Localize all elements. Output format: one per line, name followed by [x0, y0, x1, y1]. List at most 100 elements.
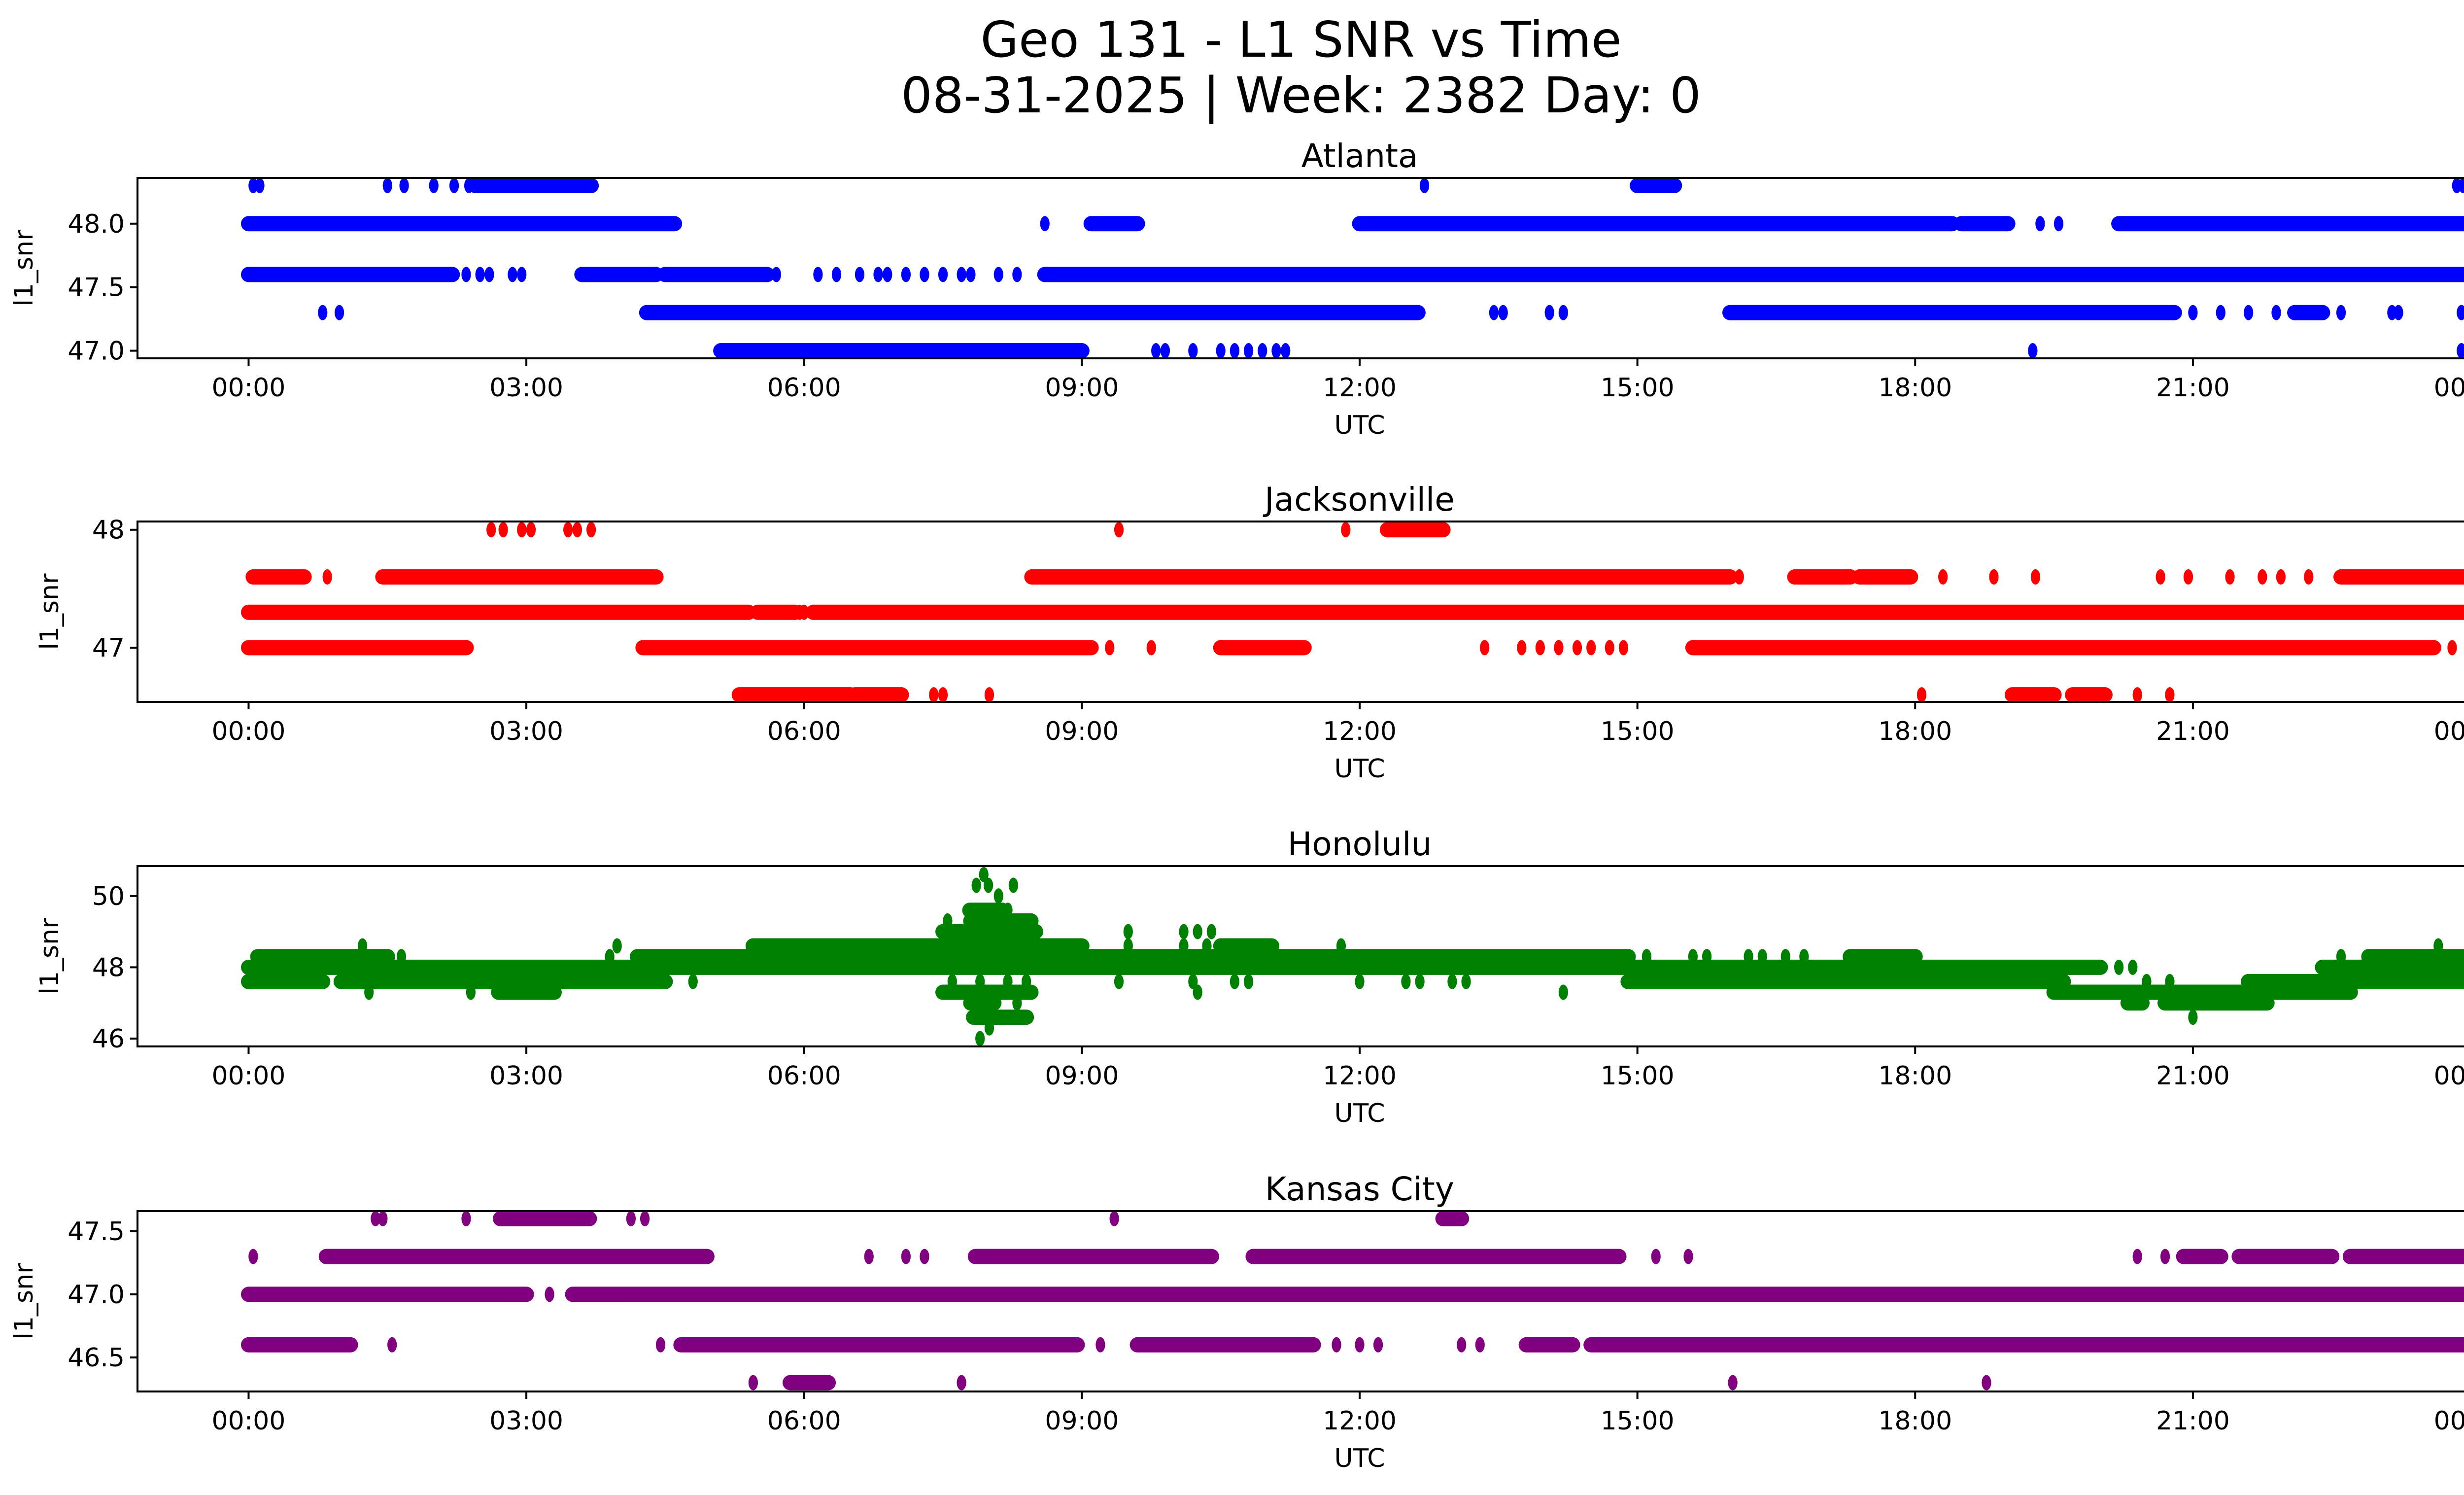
- data-point-47.6-8: [855, 267, 865, 282]
- scatter-series-kansas-city: [240, 1211, 2464, 1391]
- data-point-47.3-1: [799, 604, 809, 620]
- data-point-47.6-3: [508, 267, 517, 282]
- data-run-46.6-3: [1518, 1337, 1580, 1353]
- data-run-47.6-3: [1037, 267, 2464, 282]
- data-run-47.3-4: [2231, 1249, 2340, 1264]
- data-point-47-3: [1517, 640, 1527, 656]
- data-point-47.6-3: [1989, 569, 1999, 585]
- data-point-47.3-4: [1651, 1249, 1661, 1264]
- data-run-46.6-0: [731, 687, 858, 702]
- data-run-46.6-4: [1583, 1337, 2464, 1353]
- data-run-47-0: [240, 640, 474, 656]
- data-run-47.6-5: [2333, 569, 2464, 585]
- data-run-47.3-3: [2176, 1249, 2228, 1264]
- data-point-47.3-8: [2244, 305, 2254, 320]
- data-point-47-7: [1586, 640, 1596, 656]
- data-run-48.3-0: [468, 178, 599, 193]
- data-run-47.3-2: [2287, 305, 2330, 320]
- scatter-series-atlanta: [240, 178, 2464, 358]
- figure-title-line2: 08-31-2025 | Week: 2382 Day: 0: [901, 67, 1701, 124]
- data-point-50.3-0: [971, 877, 981, 893]
- data-point-47.3-5: [1683, 1249, 1693, 1264]
- data-point-47.6-13: [938, 267, 948, 282]
- data-point-48.3-1: [255, 178, 265, 193]
- data-run-47.6-2: [1620, 973, 2071, 989]
- data-point-47.3-7: [2160, 1249, 2170, 1264]
- data-run-48.3-1: [1630, 178, 1682, 193]
- data-point-46.3-0: [748, 1375, 758, 1391]
- data-point-48-1: [2035, 216, 2045, 232]
- data-point-48.3-9: [2458, 178, 2464, 193]
- data-point-48-0: [2114, 959, 2124, 975]
- data-point-48-2: [2053, 216, 2064, 232]
- data-run-48-4: [2111, 216, 2464, 232]
- y-tick-label: 46.5: [68, 1343, 125, 1373]
- data-point-47.6-11: [1415, 973, 1425, 989]
- data-point-47.3-5: [1558, 305, 1568, 320]
- data-point-47.6-3: [626, 1211, 636, 1226]
- data-point-47.3-1: [466, 984, 476, 1000]
- data-run-47-1: [565, 1286, 2464, 1302]
- data-point-48.3-8: [2452, 178, 2462, 193]
- data-point-47.6-9: [2276, 569, 2286, 585]
- data-run-47-2: [1213, 640, 1312, 656]
- x-tick-label: 12:00: [1323, 1061, 1397, 1091]
- data-point-47-0: [1012, 995, 1022, 1011]
- x-tick-label: 15:00: [1601, 373, 1675, 403]
- data-point-47.6-2: [461, 1211, 471, 1226]
- data-point-48-1: [2128, 959, 2138, 975]
- data-point-47.3-11: [2387, 305, 2397, 320]
- data-run-47.6-2: [657, 267, 775, 282]
- x-tick-label: 03:00: [489, 1061, 563, 1091]
- data-point-50.3-1: [983, 877, 993, 893]
- data-point-47-5: [1243, 343, 1254, 358]
- data-point-48.3-3: [399, 178, 409, 193]
- x-tick-label: 06:00: [767, 1061, 841, 1091]
- x-tick-label: 00:00: [212, 1061, 286, 1091]
- data-run-47-3: [1685, 640, 2441, 656]
- x-tick-label: 00:00: [2434, 1406, 2464, 1436]
- y-tick-label: 48.0: [68, 209, 125, 239]
- x-tick-label: 18:00: [1878, 373, 1952, 403]
- data-point-47.3-3: [1498, 305, 1508, 320]
- data-run-46.6-0: [240, 1337, 358, 1353]
- data-run-47.3-1: [935, 984, 1039, 1000]
- x-tick-label: 15:00: [1601, 1406, 1675, 1436]
- data-point-47-10: [2447, 640, 2457, 656]
- data-run-47.6-0: [240, 267, 460, 282]
- data-run-48-1: [2315, 959, 2464, 975]
- subplot-title: Kansas City: [1265, 1170, 1454, 1208]
- data-point-47.6-1: [1734, 569, 1744, 585]
- subplot-title: Atlanta: [1301, 137, 1418, 175]
- data-point-46.6-5: [2165, 687, 2175, 702]
- x-tick-label: 21:00: [2156, 717, 2230, 746]
- data-point-47-0: [545, 1286, 554, 1302]
- x-axis-label: UTC: [1334, 1444, 1385, 1473]
- x-tick-label: 21:00: [2156, 373, 2230, 403]
- data-point-46.6-5: [1373, 1337, 1383, 1353]
- y-tick-label: 47.0: [68, 337, 125, 366]
- data-point-46.6-7: [1475, 1337, 1485, 1353]
- data-run-47.6-1: [375, 569, 664, 585]
- data-point-49-0: [1123, 924, 1133, 939]
- x-tick-label: 18:00: [1878, 1061, 1952, 1091]
- y-tick-label: 47.5: [68, 1217, 125, 1247]
- data-run-46.6-1: [673, 1337, 1085, 1353]
- y-tick-label: 47.0: [68, 1280, 125, 1310]
- data-point-48-8: [1341, 522, 1351, 538]
- data-point-47.3-12: [2394, 305, 2403, 320]
- data-point-48-6: [586, 522, 596, 538]
- x-tick-label: 00:00: [2434, 717, 2464, 746]
- x-tick-label: 12:00: [1323, 1406, 1397, 1436]
- data-point-48-1: [498, 522, 508, 538]
- data-point-47-9: [2028, 343, 2038, 358]
- data-point-47-7: [1271, 343, 1281, 358]
- data-point-47.6-5: [1109, 1211, 1119, 1226]
- data-run-46.6-2: [1129, 1337, 1321, 1353]
- x-axis-label: UTC: [1334, 411, 1385, 440]
- data-point-47.6-2: [484, 267, 494, 282]
- data-point-49-3: [1206, 924, 1217, 939]
- data-point-47.6-12: [920, 267, 929, 282]
- data-run-47.6-2: [1024, 569, 1738, 585]
